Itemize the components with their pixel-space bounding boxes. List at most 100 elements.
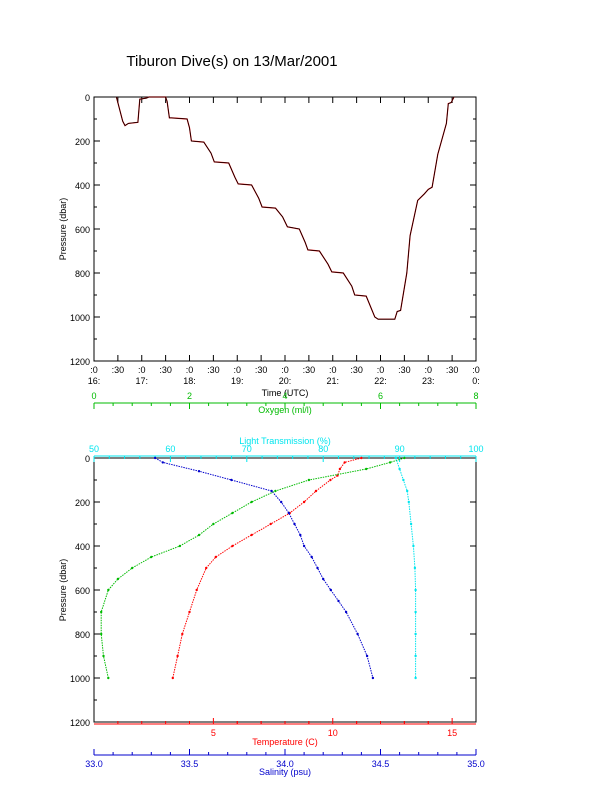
temperature-point [343,461,346,464]
temperature-point [338,467,342,471]
y-tick-label: 1200 [70,718,90,728]
axis-tick-label: 60 [165,444,175,454]
salinity-point [230,478,233,482]
oxygen-point [250,500,253,504]
temperature-point [181,632,184,636]
x-tick-label: :30 [159,365,172,375]
axis-tick-label: 90 [395,444,405,454]
temperature-point [250,533,253,537]
axis-tick-label: 2 [187,391,192,401]
x-tick-label: 23: [422,376,435,386]
y-tick-label: 1000 [70,674,90,684]
salinity-point [293,522,296,526]
x-tick-label: :30 [112,365,125,375]
oxygen-point [178,544,182,548]
x-tick-label: 0: [472,376,480,386]
axis-tick-label: 10 [328,728,338,738]
axis-tick-label: 15 [447,728,457,738]
x-axis-ticks: :016::30:017::30:018::30:019::30:020::30… [88,97,480,386]
salinity-point [302,544,306,548]
y-tick-label: 200 [75,137,90,147]
light-transmission-point [394,456,397,460]
x-tick-label: :30 [207,365,220,375]
axis-tick-label: 35.0 [467,759,485,769]
plot-frame-top [93,96,477,362]
salinity-point [299,533,302,537]
oxygen-point [100,610,103,614]
light-transmission-point [414,632,417,636]
salinity-point [287,511,290,515]
axis-tick-label: 34.0 [276,759,294,769]
x-tick-label: :30 [446,365,459,375]
y-tick-label: 200 [75,498,90,508]
profile-series [100,456,417,680]
temperature-point [360,456,363,460]
light-transmission-axis-label: Light Transmission (%) [239,436,331,446]
x-tick-label: :30 [255,365,268,375]
x-tick-label: 20: [279,376,292,386]
pressure-series [115,96,455,320]
y-tick-label: 800 [75,630,90,640]
light-transmission-point [402,478,405,482]
y-tick-label: 1000 [70,313,90,323]
axis-tick-label: 33.5 [181,759,199,769]
salinity-point [316,566,319,570]
oxygen-point [274,489,277,493]
y-axis-label: Pressure (dbar) [58,559,68,622]
light-transmission-point [407,500,410,504]
x-tick-label: :0 [329,365,337,375]
temperature-point [231,544,234,548]
salinity-point [280,500,283,504]
axis-tick-label: 100 [468,444,483,454]
y-tick-label: 1200 [70,357,90,367]
oxygen-point [116,577,120,581]
salinity-point [197,470,201,473]
oxygen-profile [100,457,405,679]
y-axis-ticks: 0 200 400 600 800 1000 1200 [70,454,476,728]
pressure-trace-red [115,96,455,320]
salinity-point [371,676,375,680]
x-tick-label: :30 [303,365,316,375]
chart-title: Tiburon Dive(s) on 13/Mar/2001 [126,53,337,70]
temperature-point [214,555,217,559]
axis-tick-label: 4 [282,391,287,401]
salinity-point [270,489,273,493]
y-tick-label: 600 [75,225,90,235]
salinity-point [365,654,369,658]
oxygen-point [197,533,201,537]
oxygen-point [388,461,392,464]
axis-tick-label: 8 [473,391,478,401]
temperature-point [205,566,208,570]
x-tick-label: :0 [138,365,146,375]
light-transmission-point [409,522,413,526]
axis-tick-label: 34.5 [372,759,390,769]
x-tick-label: :0 [186,365,194,375]
x-tick-label: :0 [377,365,385,375]
salinity-profile [154,457,374,679]
axis-tick-label: 50 [89,444,99,454]
temperature-point [302,500,306,504]
temperature-point [171,676,174,680]
light-transmission-point [412,544,415,548]
y-tick-label: 600 [75,586,90,596]
salinity-point [322,577,325,581]
temperature-point [188,610,191,614]
x-tick-label: 17: [135,376,148,386]
x-tick-label: :0 [281,365,289,375]
x-tick-label: :0 [233,365,241,375]
light-transmission-profile [395,457,417,678]
x-tick-label: :0 [472,365,480,375]
x-tick-label: 22: [374,376,387,386]
temperature-axis-label: Temperature (C) [252,737,318,747]
y-axis-ticks: 0 200 400 600 800 1000 1200 [70,93,476,367]
salinity-point [356,632,359,636]
x-tick-label: :30 [350,365,363,375]
y-tick-label: 0 [85,454,90,464]
oxygen-point [107,588,110,592]
salinity-point [153,456,157,460]
x-tick-label: 21: [326,376,339,386]
y-tick-label: 800 [75,269,90,279]
x-tick-label: 16: [88,376,101,386]
